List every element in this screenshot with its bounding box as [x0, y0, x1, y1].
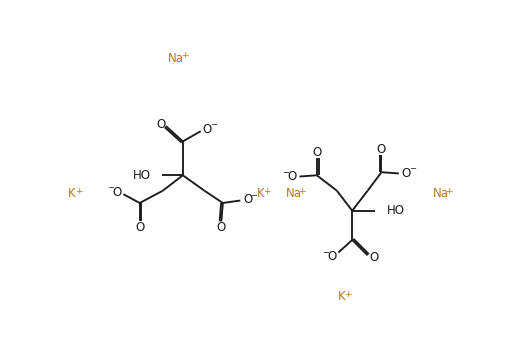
Text: O: O: [377, 142, 386, 156]
Text: HO: HO: [387, 204, 405, 217]
Text: O: O: [135, 221, 144, 234]
Text: O: O: [328, 250, 337, 263]
Text: O: O: [401, 167, 411, 180]
Text: O: O: [157, 118, 166, 131]
Text: +: +: [298, 187, 306, 196]
Text: −: −: [283, 168, 289, 177]
Text: HO: HO: [133, 169, 151, 182]
Text: +: +: [263, 187, 271, 196]
Text: −: −: [210, 120, 217, 129]
Text: O: O: [312, 146, 321, 159]
Text: +: +: [344, 290, 352, 299]
Text: +: +: [75, 187, 82, 196]
Text: O: O: [243, 193, 252, 206]
Text: +: +: [181, 51, 188, 60]
Text: O: O: [203, 122, 212, 136]
Text: K: K: [257, 187, 264, 200]
Text: −: −: [250, 191, 257, 200]
Text: O: O: [217, 221, 226, 234]
Text: K: K: [68, 187, 76, 200]
Text: Na: Na: [433, 187, 449, 200]
Text: −: −: [107, 183, 114, 192]
Text: O: O: [369, 251, 378, 264]
Text: Na: Na: [168, 52, 184, 65]
Text: Na: Na: [286, 187, 302, 200]
Text: K: K: [337, 291, 345, 303]
Text: −: −: [409, 165, 416, 174]
Text: +: +: [445, 187, 453, 196]
Text: O: O: [112, 186, 121, 199]
Text: O: O: [287, 170, 297, 183]
Text: −: −: [322, 248, 330, 257]
